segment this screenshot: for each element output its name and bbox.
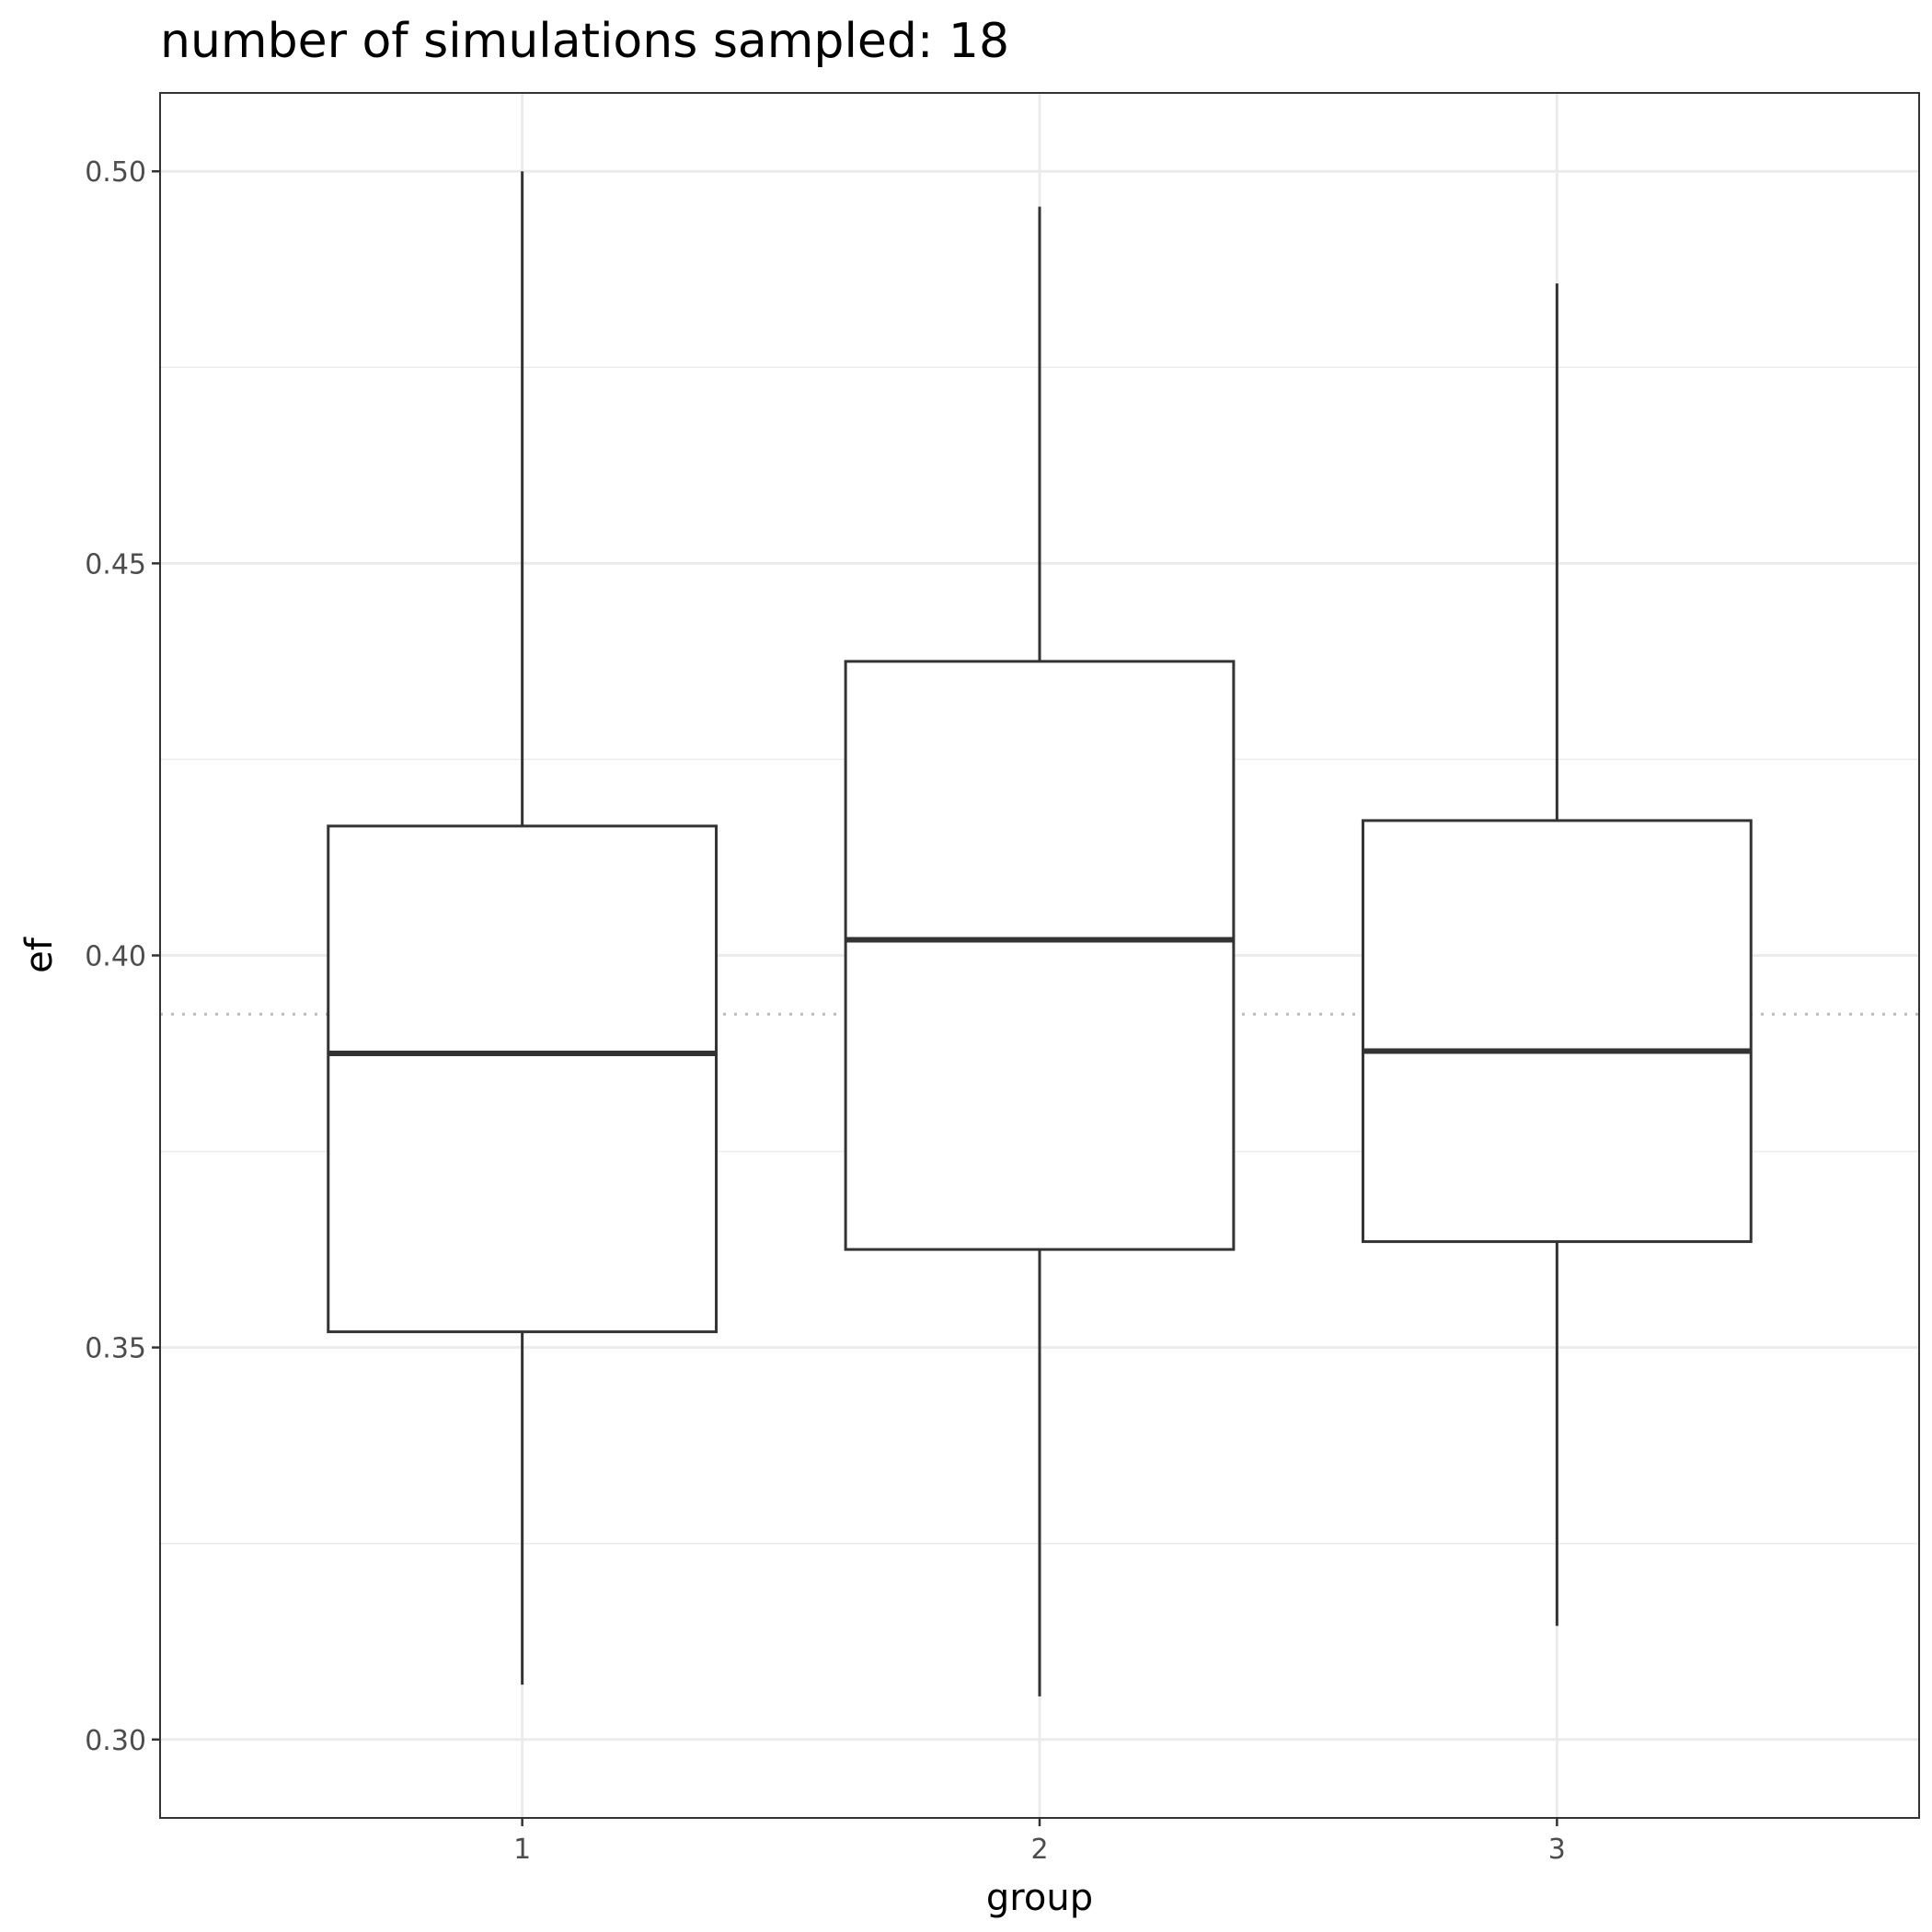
x-axis: 1 2 3 <box>513 1818 1566 1866</box>
x-tick-label: 1 <box>513 1834 531 1866</box>
box-iqr <box>844 660 1236 1251</box>
y-tick-label: 0.35 <box>85 1333 146 1365</box>
x-tick-label: 2 <box>1030 1834 1048 1866</box>
box-group-1 <box>327 171 719 1685</box>
x-axis-title: group <box>986 1877 1093 1919</box>
box-iqr <box>327 824 719 1334</box>
y-tick-label: 0.30 <box>85 1725 146 1757</box>
y-tick-label: 0.50 <box>85 156 146 189</box>
box-iqr <box>1361 819 1753 1244</box>
boxes <box>327 171 1753 1696</box>
box-group-3 <box>1361 283 1753 1627</box>
y-tick-label: 0.40 <box>85 941 146 973</box>
box-group-2 <box>844 206 1236 1696</box>
y-tick-label: 0.45 <box>85 548 146 581</box>
x-tick-label: 3 <box>1548 1834 1566 1866</box>
y-axis-title: ef <box>18 937 61 973</box>
chart-title: number of simulations sampled: 18 <box>160 14 1009 69</box>
y-axis: 0.30 0.35 0.40 0.45 0.50 <box>85 156 160 1757</box>
